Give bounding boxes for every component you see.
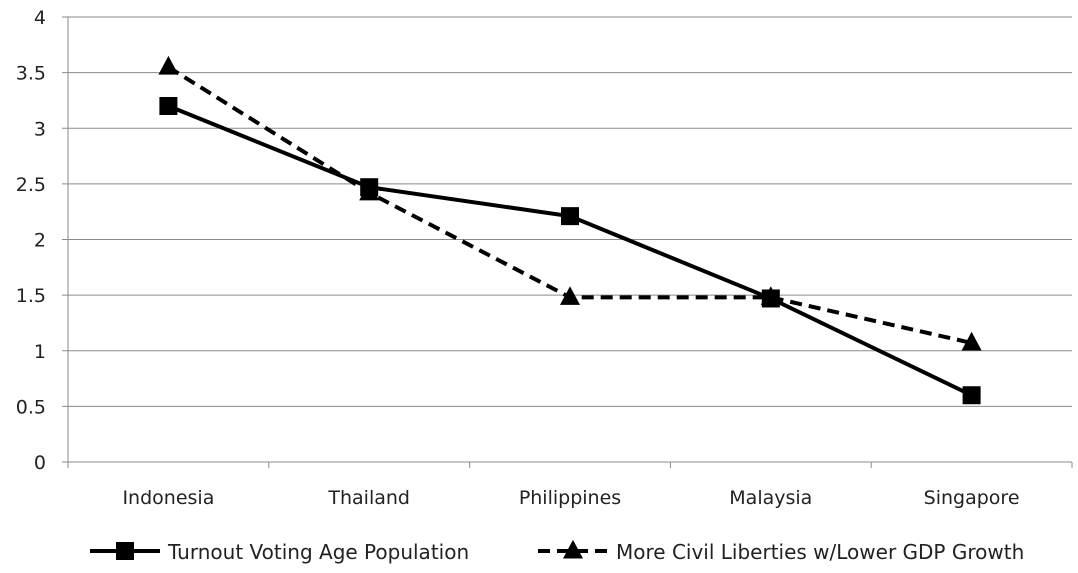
y-tick-label: 3 xyxy=(34,118,46,140)
legend-label: Turnout Voting Age Population xyxy=(167,540,469,564)
x-category-label: Philippines xyxy=(519,487,621,509)
data-point xyxy=(961,331,982,351)
x-category-label: Malaysia xyxy=(729,487,812,509)
data-point xyxy=(962,386,981,405)
data-point xyxy=(158,55,179,75)
legend-marker-swatch xyxy=(563,539,583,559)
axes xyxy=(62,16,1073,468)
legend-item: Turnout Voting Age Population xyxy=(90,540,469,564)
legend-marker-swatch xyxy=(116,542,134,560)
series-civil-liberties xyxy=(158,55,982,351)
y-tick-label: 0.5 xyxy=(16,396,46,418)
y-tick-label: 1.5 xyxy=(16,285,46,307)
data-point xyxy=(561,207,579,226)
legend: Turnout Voting Age Population More Civil … xyxy=(90,539,1024,564)
x-category-label: Indonesia xyxy=(122,487,214,509)
y-tick-label: 3.5 xyxy=(16,63,46,85)
y-tick-label: 4 xyxy=(34,7,46,29)
y-tick-label: 2.5 xyxy=(16,174,46,196)
y-tick-label: 2 xyxy=(34,230,46,252)
y-tick-label: 0 xyxy=(34,452,46,474)
data-point xyxy=(760,286,781,305)
legend-label: More Civil Liberties w/Lower GDP Growth xyxy=(616,540,1024,564)
series-line xyxy=(167,104,973,398)
x-category-label: Thailand xyxy=(327,487,410,509)
legend-item: More Civil Liberties w/Lower GDP Growth xyxy=(538,539,1024,564)
y-tick-labels: 0 0.5 1 1.5 2 2.5 3 3.5 4 xyxy=(16,7,46,474)
y-tick-label: 1 xyxy=(34,341,46,363)
series-turnout xyxy=(159,97,981,405)
data-point xyxy=(359,181,380,201)
x-category-labels: Indonesia Thailand Philippines Malaysia Sing… xyxy=(122,487,1019,509)
x-category-label: Singapore xyxy=(924,487,1020,509)
data-point xyxy=(560,286,580,305)
series xyxy=(158,55,982,405)
data-point xyxy=(159,97,178,115)
